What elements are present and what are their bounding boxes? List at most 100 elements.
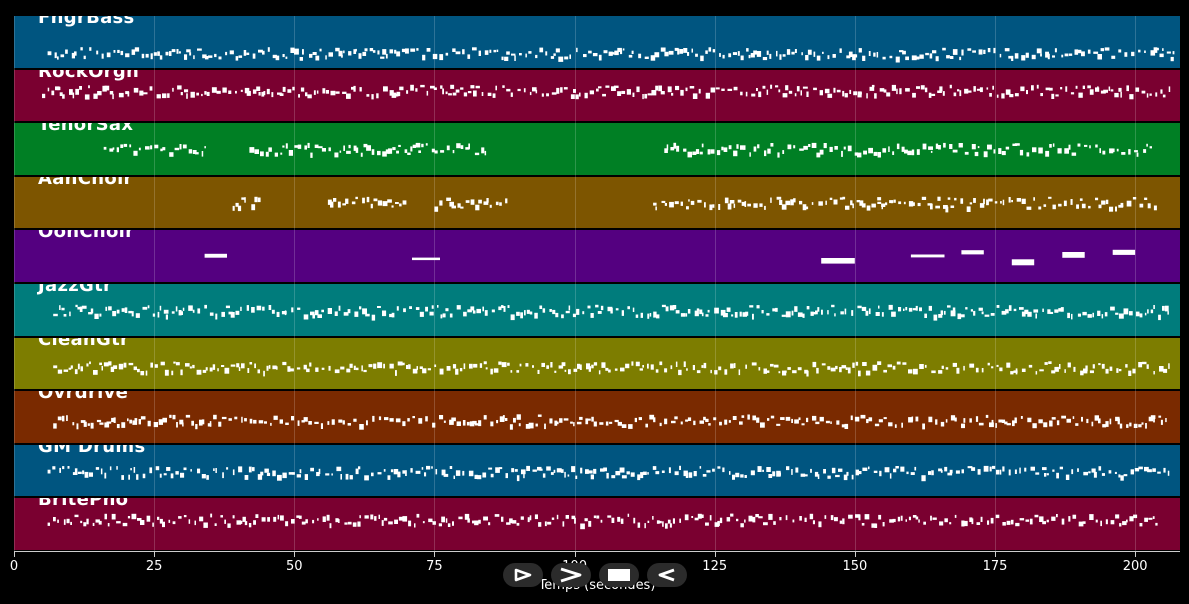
note [857, 152, 862, 158]
note [412, 368, 418, 374]
note [222, 472, 224, 478]
note [317, 518, 319, 522]
note [573, 88, 576, 93]
note [839, 366, 842, 372]
note [794, 306, 798, 312]
note [653, 202, 657, 206]
note [422, 521, 425, 524]
note [277, 92, 282, 95]
play-button[interactable] [503, 563, 543, 587]
note [868, 308, 871, 315]
note [888, 146, 890, 153]
note [63, 369, 69, 372]
note [1021, 198, 1026, 204]
forward-button[interactable] [551, 563, 591, 587]
note [976, 522, 981, 526]
track-oohchoir[interactable]: OohChoir [14, 230, 1180, 282]
note [529, 515, 532, 521]
note [899, 87, 902, 94]
note [1044, 361, 1048, 365]
note [473, 90, 477, 97]
track-jazzgtr[interactable]: JazzGtr [14, 284, 1180, 336]
note [432, 422, 436, 428]
note [1035, 313, 1037, 319]
note [432, 53, 438, 60]
note [588, 50, 592, 54]
note [1001, 151, 1006, 156]
note [647, 471, 649, 475]
note [440, 150, 445, 153]
note [186, 49, 191, 53]
note [124, 307, 128, 313]
note [922, 423, 925, 430]
note [227, 523, 231, 529]
note [664, 367, 668, 372]
note [104, 472, 107, 479]
note [139, 90, 144, 96]
note [246, 52, 250, 55]
note [720, 309, 726, 316]
note [95, 466, 100, 470]
track-aahchoir[interactable]: AahChoir [14, 176, 1180, 229]
note [621, 424, 627, 429]
note [1065, 85, 1068, 92]
note [178, 516, 182, 520]
note [964, 88, 969, 94]
note [241, 197, 245, 200]
track-cleangtr[interactable]: CleanGtr [14, 337, 1180, 390]
track-britepno[interactable]: BritePno [14, 498, 1180, 550]
note [690, 200, 695, 205]
note [1064, 148, 1069, 154]
note [537, 466, 542, 471]
note [718, 203, 721, 210]
note [298, 515, 302, 520]
track-rockorgn[interactable]: RockOrgn [14, 69, 1180, 122]
note [499, 202, 502, 206]
note [1089, 88, 1094, 95]
note [135, 313, 140, 318]
note [945, 206, 949, 213]
note [700, 55, 704, 62]
track-ovrdrive[interactable]: Ovrdrive [14, 391, 1180, 443]
note [1166, 51, 1171, 54]
note [903, 201, 906, 204]
note [967, 465, 973, 468]
note [162, 522, 165, 528]
note [395, 201, 399, 204]
note [891, 200, 893, 203]
note [766, 313, 770, 316]
stop-button[interactable] [599, 563, 639, 587]
track-tenorsax[interactable]: TenorSax [14, 123, 1180, 175]
note [1045, 87, 1050, 90]
note [556, 515, 559, 520]
note [667, 520, 671, 524]
note [558, 56, 564, 62]
note [280, 515, 284, 521]
note [261, 91, 265, 97]
track-label: Ovrdrive [38, 391, 129, 404]
note [266, 365, 269, 371]
note [1082, 521, 1086, 525]
note [520, 516, 524, 521]
note [834, 517, 838, 522]
track-fngrbass[interactable]: FngrBass [14, 16, 1180, 68]
note [827, 93, 833, 98]
note [445, 308, 449, 312]
track-gm-drums[interactable]: GM Drums [14, 444, 1180, 497]
note [857, 305, 862, 309]
note [558, 364, 564, 369]
note [882, 148, 887, 153]
note [96, 50, 99, 55]
note [689, 85, 695, 89]
note [832, 54, 836, 58]
rewind-button[interactable] [647, 563, 687, 587]
note [121, 474, 124, 480]
note [995, 423, 997, 429]
note [458, 516, 463, 520]
note [912, 308, 917, 311]
note [845, 205, 850, 210]
note [349, 474, 353, 480]
note [447, 523, 451, 528]
note [302, 49, 304, 55]
note [86, 362, 89, 367]
